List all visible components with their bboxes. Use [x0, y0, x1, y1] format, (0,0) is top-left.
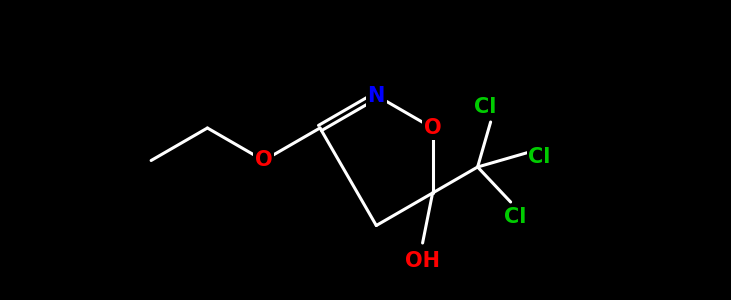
- Text: O: O: [255, 151, 273, 170]
- Text: OH: OH: [405, 251, 440, 271]
- Text: Cl: Cl: [474, 97, 497, 117]
- Text: Cl: Cl: [529, 147, 550, 167]
- Text: O: O: [424, 118, 442, 138]
- Text: Cl: Cl: [504, 207, 527, 227]
- Text: N: N: [368, 85, 385, 106]
